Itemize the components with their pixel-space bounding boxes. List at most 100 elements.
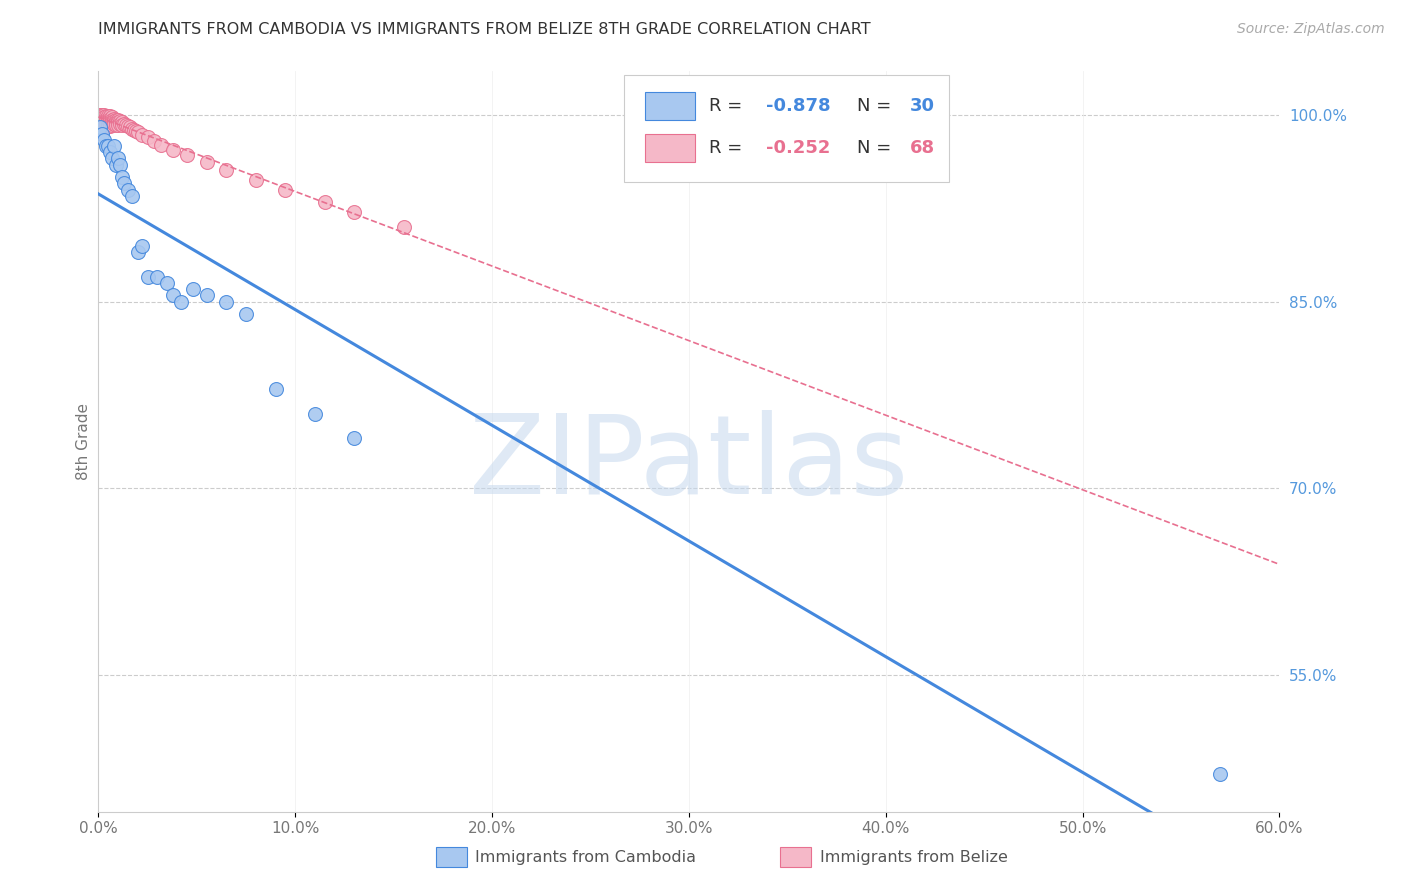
Point: [215, 162, 238, 177]
Point: [96, 114, 118, 128]
Point: [93, 115, 115, 129]
Point: [111, 115, 134, 129]
Point: [136, 130, 159, 145]
Point: [97, 117, 120, 131]
Point: [93, 117, 115, 131]
Text: Immigrants from Cambodia: Immigrants from Cambodia: [475, 850, 696, 864]
Point: [91, 108, 114, 122]
Point: [89, 108, 111, 122]
Point: [131, 238, 153, 252]
Point: [93, 133, 115, 147]
Point: [195, 155, 218, 169]
Point: [93, 111, 115, 125]
Text: R =: R =: [709, 138, 748, 157]
Point: [96, 139, 118, 153]
Text: 30: 30: [910, 97, 935, 115]
Point: [105, 115, 128, 129]
Point: [103, 112, 125, 126]
Point: [127, 244, 149, 259]
Text: Source: ZipAtlas.com: Source: ZipAtlas.com: [1237, 22, 1385, 37]
Point: [108, 158, 131, 172]
Point: [170, 294, 193, 309]
Point: [127, 125, 149, 139]
Point: [264, 382, 287, 396]
Point: [162, 143, 184, 157]
Point: [93, 112, 115, 127]
Bar: [780, 847, 811, 867]
Point: [103, 139, 125, 153]
Point: [117, 119, 139, 133]
Point: [125, 124, 148, 138]
Point: [96, 112, 118, 126]
Point: [103, 114, 125, 128]
Text: ZIPatlas: ZIPatlas: [470, 410, 908, 517]
Point: [121, 188, 143, 202]
Point: [136, 269, 159, 284]
Point: [103, 117, 125, 131]
Point: [107, 115, 129, 129]
Point: [97, 139, 120, 153]
Text: -0.878: -0.878: [766, 97, 831, 115]
Point: [89, 114, 111, 128]
FancyBboxPatch shape: [624, 75, 949, 183]
Point: [91, 111, 114, 125]
Point: [105, 118, 128, 132]
Point: [107, 118, 129, 132]
Point: [98, 145, 121, 160]
Point: [97, 119, 120, 133]
Text: -0.252: -0.252: [766, 138, 830, 157]
Bar: [645, 92, 695, 120]
Point: [107, 112, 129, 127]
Point: [117, 183, 139, 197]
Point: [101, 115, 124, 129]
Point: [98, 114, 121, 128]
Point: [146, 269, 169, 284]
Point: [108, 117, 131, 131]
Y-axis label: 8th Grade: 8th Grade: [76, 403, 91, 480]
Point: [101, 112, 124, 127]
Point: [115, 118, 138, 132]
Point: [245, 172, 267, 186]
Point: [235, 307, 257, 321]
Point: [314, 194, 336, 209]
Text: N =: N =: [856, 138, 897, 157]
Text: N =: N =: [856, 97, 897, 115]
Point: [105, 158, 128, 172]
Point: [96, 109, 118, 123]
Point: [98, 112, 121, 126]
Point: [108, 114, 131, 128]
Point: [97, 112, 120, 126]
Point: [89, 111, 111, 125]
Point: [97, 114, 120, 128]
Point: [98, 119, 121, 133]
Bar: [645, 134, 695, 161]
Point: [89, 108, 111, 122]
Point: [111, 170, 134, 185]
Point: [91, 118, 114, 132]
Point: [215, 294, 238, 309]
Point: [112, 117, 135, 131]
Point: [176, 147, 198, 161]
Point: [162, 288, 184, 302]
Point: [91, 117, 114, 131]
Point: [392, 219, 415, 234]
Point: [97, 109, 120, 123]
Point: [96, 117, 118, 131]
Point: [107, 152, 129, 166]
Point: [121, 121, 143, 136]
Point: [101, 118, 124, 132]
Point: [304, 407, 326, 421]
Point: [142, 134, 165, 148]
Text: IMMIGRANTS FROM CAMBODIA VS IMMIGRANTS FROM BELIZE 8TH GRADE CORRELATION CHART: IMMIGRANTS FROM CAMBODIA VS IMMIGRANTS F…: [98, 22, 872, 37]
Point: [91, 112, 114, 127]
Point: [112, 177, 135, 191]
Point: [156, 276, 179, 290]
Point: [1209, 767, 1232, 781]
Point: [98, 117, 121, 131]
Point: [93, 108, 115, 122]
Point: [101, 152, 124, 166]
Bar: [436, 847, 467, 867]
Text: Immigrants from Belize: Immigrants from Belize: [820, 850, 1008, 864]
Point: [122, 123, 145, 137]
Point: [111, 118, 134, 132]
